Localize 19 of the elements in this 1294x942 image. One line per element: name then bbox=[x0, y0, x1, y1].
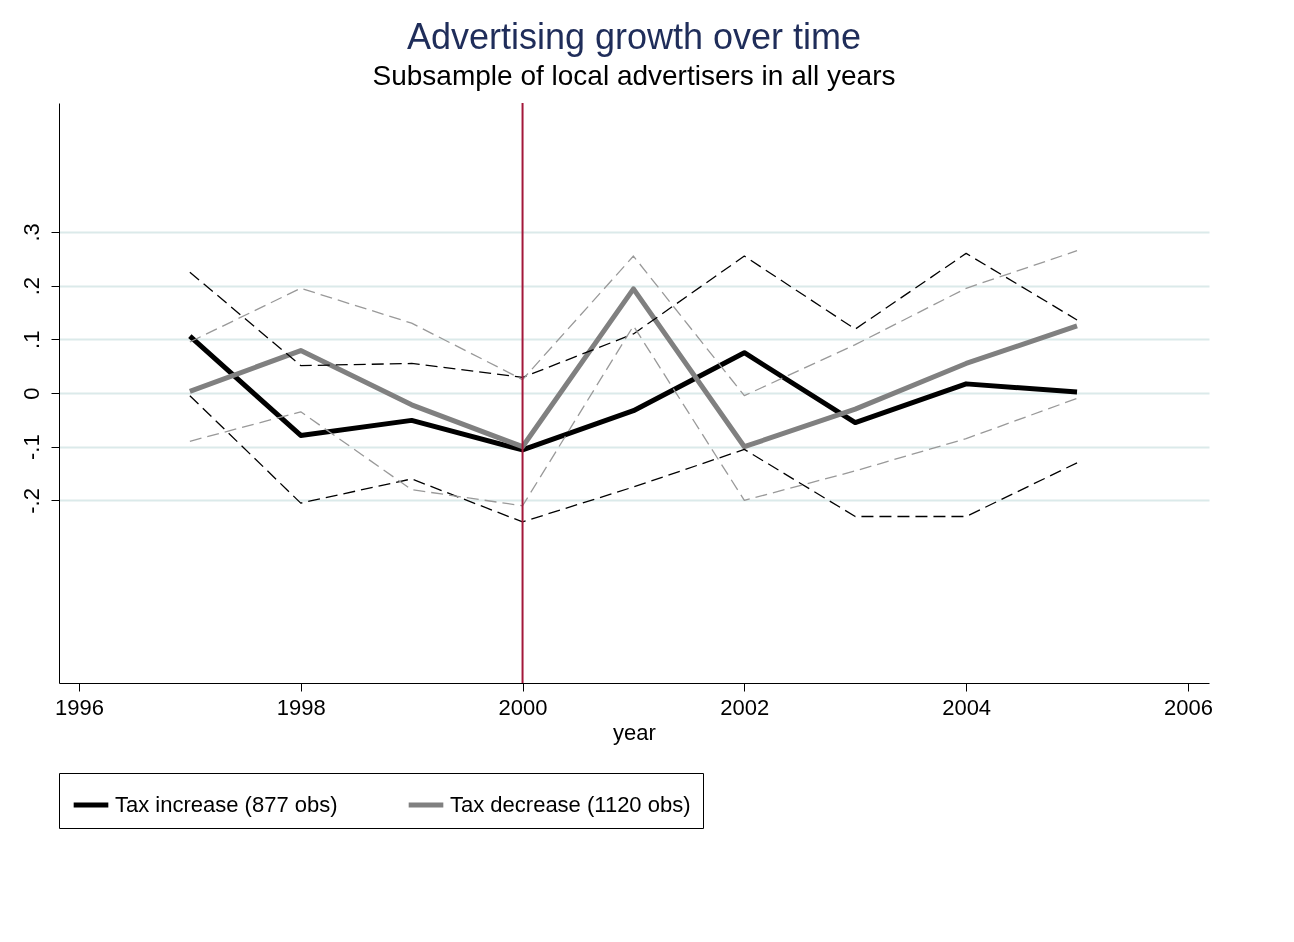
x-tick-label: 1996 bbox=[54, 694, 104, 720]
y-tick-label: 0 bbox=[18, 387, 44, 400]
x-tick-label: 2004 bbox=[942, 694, 992, 720]
line-series bbox=[189, 395, 1078, 523]
x-axis-title: year bbox=[613, 719, 656, 745]
x-tick-label: 2002 bbox=[720, 694, 770, 720]
y-tick-label: .1 bbox=[18, 330, 44, 349]
x-tick-label: 2006 bbox=[1163, 694, 1213, 720]
y-tick-label: .3 bbox=[18, 223, 44, 242]
legend-label: Tax increase (877 obs) bbox=[115, 792, 338, 817]
legend-label: Tax decrease (1120 obs) bbox=[450, 792, 691, 817]
chart-title: Advertising growth over time bbox=[406, 16, 862, 57]
y-tick-label: .2 bbox=[18, 276, 44, 296]
x-tick-label: 2000 bbox=[498, 694, 548, 720]
chart-subtitle: Subsample of local advertisers in all years bbox=[372, 60, 896, 91]
y-tick-label: -.2 bbox=[18, 488, 44, 514]
line-series bbox=[189, 325, 1078, 507]
y-tick-label: -.1 bbox=[18, 434, 44, 461]
x-tick-label: 1998 bbox=[276, 694, 326, 720]
